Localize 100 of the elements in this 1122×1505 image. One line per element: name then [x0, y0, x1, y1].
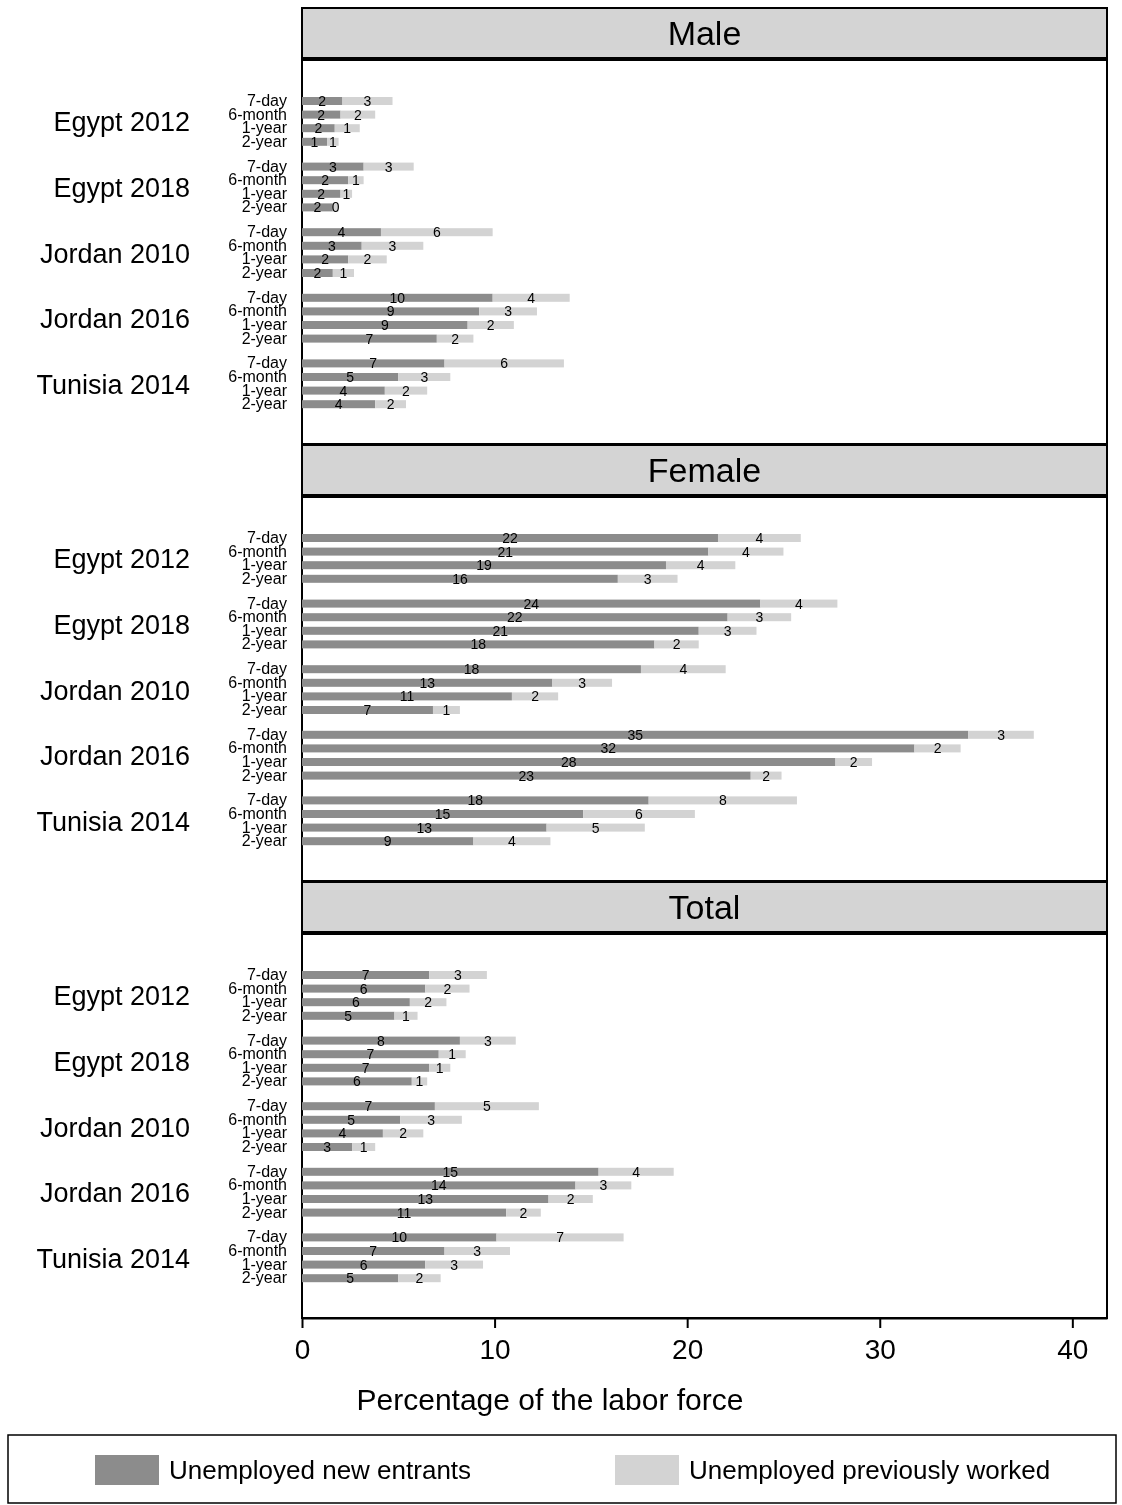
data-label: 6: [500, 355, 509, 372]
data-label: 23: [518, 767, 535, 784]
data-label: 2: [672, 636, 681, 653]
data-label: 1: [343, 120, 352, 137]
data-label: 5: [591, 819, 600, 836]
data-label: 3: [723, 622, 732, 639]
text: Egypt 2012: [53, 107, 190, 138]
data-label: 2: [443, 980, 452, 997]
data-label: 3: [599, 1177, 608, 1194]
data-label: 5: [346, 369, 355, 385]
data-label: 4: [508, 833, 517, 850]
data-label: 4: [334, 396, 343, 413]
y-tick-label: 1-year: [241, 1058, 288, 1076]
data-label: 2: [386, 396, 395, 413]
data-label: 2: [402, 382, 411, 399]
data-label: 6: [352, 994, 361, 1011]
data-label: 4: [696, 557, 705, 574]
data-label: 2: [321, 251, 330, 268]
data-label: 1: [359, 1139, 368, 1155]
text: Egypt 2012: [53, 981, 190, 1012]
data-label: 35: [627, 726, 644, 743]
data-label: 3: [454, 967, 463, 983]
data-label: 28: [560, 754, 577, 770]
y-tick-label: 1-year: [241, 818, 288, 836]
data-label: 11: [396, 1204, 412, 1221]
data-label: 6: [635, 806, 644, 822]
data-label: 1: [435, 1059, 444, 1076]
data-label: 3: [473, 1243, 482, 1259]
x-tick-label: 20: [672, 1334, 704, 1365]
text: Jordan 2010: [39, 1112, 190, 1143]
data-label: 3: [483, 1032, 492, 1049]
text: Egypt 2018: [53, 1047, 190, 1077]
data-label: 2: [531, 688, 540, 705]
data-label: 15: [434, 806, 451, 822]
data-label: 5: [344, 1007, 353, 1024]
text: Tunisia 2014: [36, 369, 190, 400]
data-label: 5: [346, 1270, 355, 1287]
data-label: 11: [399, 688, 415, 705]
data-label: 4: [755, 530, 764, 546]
data-label: 32: [600, 740, 617, 757]
text: Jordan 2010: [39, 675, 190, 706]
legend-label: Unemployed new entrants: [169, 1455, 472, 1485]
data-label: 15: [442, 1163, 459, 1180]
data-label: 2: [318, 93, 327, 109]
y-tick-label: 7-day: [246, 223, 287, 241]
data-label: 1: [339, 265, 348, 281]
data-label: 6: [359, 980, 368, 997]
data-label: 2: [313, 199, 322, 216]
y-tick-label: 1-year: [241, 184, 288, 202]
data-label: 18: [467, 792, 484, 809]
data-label: 3: [388, 237, 397, 254]
data-label: 1: [352, 172, 361, 189]
data-label: 1: [328, 133, 337, 150]
data-label: 6: [432, 224, 441, 241]
y-tick-label: 1-year: [241, 621, 288, 639]
x-tick-label: 10: [479, 1334, 511, 1365]
data-label: 18: [463, 661, 480, 678]
data-label: 13: [417, 1191, 434, 1207]
data-label: 3: [384, 158, 393, 175]
data-label: 2: [486, 317, 495, 333]
chart-title: Male: [667, 14, 742, 52]
data-label: 3: [504, 303, 513, 320]
data-label: 21: [492, 622, 509, 639]
data-label: 24: [523, 595, 540, 612]
legend-label: Unemployed previously worked: [689, 1455, 1051, 1485]
data-label: 2: [519, 1204, 528, 1221]
data-label: 7: [364, 1098, 373, 1115]
data-label: 3: [420, 369, 429, 385]
x-tick-label: 30: [864, 1334, 896, 1365]
data-label: 1: [442, 702, 451, 718]
data-label: 13: [419, 674, 436, 691]
data-label: 1: [342, 185, 351, 202]
y-tick-label: 7-day: [246, 157, 287, 175]
text: Jordan 2016: [39, 741, 190, 772]
data-label: 2: [566, 1191, 575, 1207]
x-axis-title: Percentage of the labor force: [356, 1383, 744, 1416]
text: Egypt 2018: [53, 610, 190, 640]
data-label: 3: [323, 1139, 332, 1155]
x-tick-label: 40: [1057, 1334, 1089, 1365]
data-label: 3: [643, 570, 652, 587]
data-label: 10: [391, 1229, 408, 1246]
data-label: 16: [452, 570, 468, 587]
data-label: 14: [430, 1177, 447, 1194]
data-label: 2: [933, 740, 942, 757]
data-label: 2: [363, 251, 372, 268]
y-tick-label: 7-day: [246, 288, 287, 306]
y-tick-label: 7-day: [246, 1097, 287, 1115]
data-label: 9: [383, 833, 392, 850]
y-tick-label: 7-day: [246, 1162, 287, 1180]
data-label: 7: [361, 967, 370, 983]
data-label: 2: [399, 1125, 408, 1142]
y-tick-label: 7-day: [246, 92, 287, 109]
data-label: 2: [762, 767, 771, 784]
data-label: 5: [482, 1098, 491, 1115]
y-tick-label: 7-day: [246, 529, 287, 546]
data-label: 21: [497, 543, 514, 560]
data-label: 4: [338, 1125, 347, 1142]
data-label: 2: [415, 1270, 424, 1287]
y-tick-label: 7-day: [246, 354, 287, 372]
y-tick-label: 1-year: [241, 381, 288, 399]
